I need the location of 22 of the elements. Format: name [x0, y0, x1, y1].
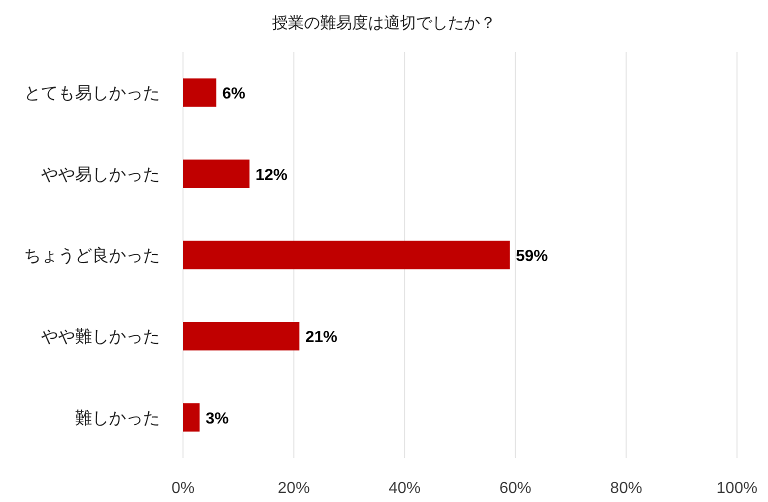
y-tick-label: やや易しかった	[41, 164, 160, 184]
bar	[183, 160, 250, 188]
data-label: 6%	[222, 86, 246, 103]
x-tick-label: 100%	[716, 480, 758, 497]
data-label: 12%	[255, 166, 288, 184]
x-tick-label: 60%	[499, 480, 532, 497]
data-label: 3%	[206, 410, 229, 428]
x-tick-label: 0%	[171, 480, 195, 497]
chart-title: 授業の難易度は適切でしたか？	[272, 14, 496, 32]
y-tick-label: ちょうど良かった	[24, 246, 160, 265]
y-tick-label: 難しかった	[75, 408, 160, 428]
x-tick-label: 40%	[388, 480, 421, 497]
bar	[183, 322, 300, 350]
bar	[183, 403, 200, 432]
x-tick-label: 20%	[278, 480, 310, 497]
x-tick-label: 80%	[610, 480, 642, 497]
y-tick-label: とても易しかった	[24, 84, 160, 103]
data-label: 21%	[305, 329, 338, 346]
y-tick-label: やや難しかった	[41, 327, 160, 346]
bar	[183, 78, 216, 107]
data-label: 59%	[516, 248, 548, 265]
bar	[183, 240, 510, 270]
